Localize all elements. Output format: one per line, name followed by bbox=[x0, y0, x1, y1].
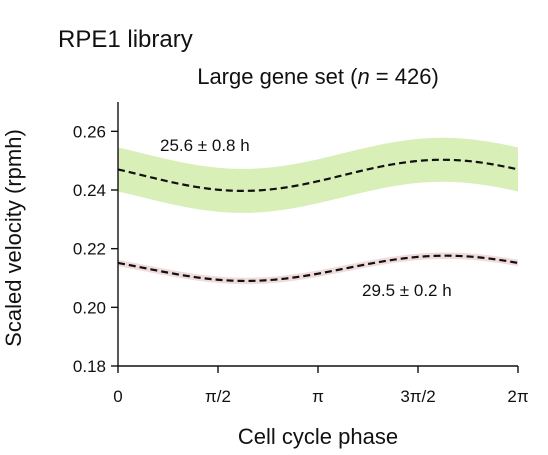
chart-title: Large gene set (n = 426) bbox=[197, 64, 439, 89]
library-title: RPE1 library bbox=[58, 26, 193, 53]
x-tick-label: 2π bbox=[507, 387, 528, 406]
series-1-period-annotation: 25.6 ± 0.8 h bbox=[160, 136, 250, 155]
y-tick-label: 0.24 bbox=[73, 181, 106, 200]
x-tick-label: π bbox=[312, 387, 324, 406]
x-axis-label: Cell cycle phase bbox=[237, 424, 399, 449]
x-tick-label: 3π/2 bbox=[400, 387, 435, 406]
confidence-bands bbox=[118, 137, 518, 285]
y-tick-label: 0.18 bbox=[73, 357, 106, 376]
series-1-line bbox=[117, 158, 519, 192]
series-2-period-annotation: 29.5 ± 0.2 h bbox=[362, 281, 452, 300]
series-2-line bbox=[117, 254, 519, 283]
series-1-band bbox=[118, 137, 518, 213]
series-2-band bbox=[118, 252, 518, 285]
y-tick-label: 0.26 bbox=[73, 122, 106, 141]
x-tick-label: 0 bbox=[113, 387, 122, 406]
y-tick-label: 0.20 bbox=[73, 298, 106, 317]
series-lines bbox=[117, 158, 519, 283]
x-tick-label: π/2 bbox=[205, 387, 231, 406]
axes: 0.18 0.20 0.22 0.24 0.26 0 π/2 π 3π/2 2π bbox=[73, 102, 529, 406]
y-tick-label: 0.22 bbox=[73, 240, 106, 259]
y-axis-label: Scaled velocity (rpmh) bbox=[1, 129, 26, 347]
